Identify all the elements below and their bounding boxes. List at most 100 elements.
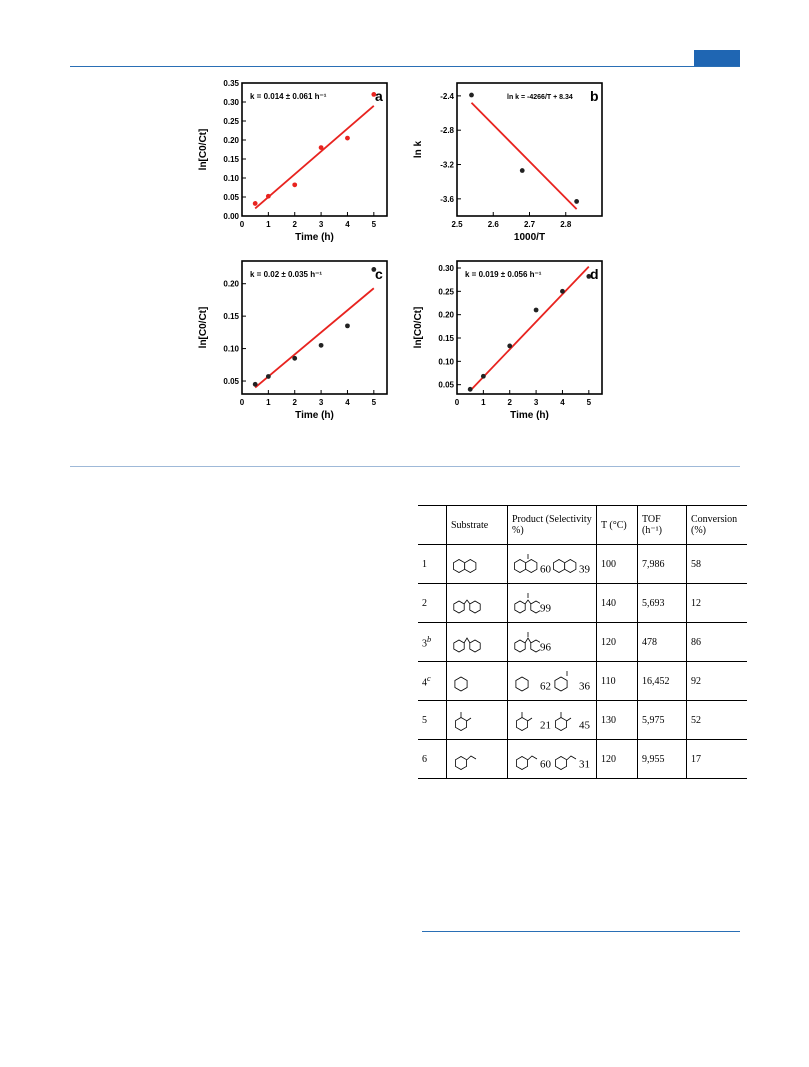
product-cell: 96: [507, 622, 597, 662]
x-tick-label: 5: [587, 398, 592, 407]
header-rule: [70, 66, 740, 67]
entry-cell: 5: [418, 700, 447, 740]
x-tick-label: 2.8: [560, 220, 572, 229]
x-tick-label: 4: [345, 220, 350, 229]
substrate-cell: [446, 661, 508, 701]
entry-number: 6: [422, 753, 427, 765]
panel-letter: c: [375, 266, 383, 282]
x-tick-label: 4: [560, 398, 565, 407]
plot-svg: 0 1 2 3 4 5 0.00 0.05 0.10 0.15 0.20 0.25 0.30 0.35 k …: [198, 79, 388, 243]
selectivity-value: 62: [540, 680, 551, 693]
fit-equation: k = 0.02 ± 0.035 h⁻¹: [250, 270, 322, 279]
x-tick-label: 0: [455, 398, 460, 407]
fit-line: [470, 102, 578, 210]
entry-number: 5: [422, 714, 427, 726]
x-tick-label: 1: [266, 398, 271, 407]
plot-panel-c: 0 1 2 3 4 5 0.05 0.10 0.15 0.20 k = 0.02 ± 0.035 h…: [190, 253, 400, 436]
plot-svg: 0 1 2 3 4 5 0.05 0.10 0.15 0.20 0.25 0.30 k = 0.019 …: [413, 260, 603, 421]
temperature-cell: 100: [596, 544, 638, 584]
y-tick-label: 0.20: [223, 136, 239, 145]
header-accent-tab: [694, 50, 740, 66]
data-point: [292, 355, 298, 361]
table-row: 6 60 31 120 9,955 17: [418, 739, 747, 779]
conversion-cell: 12: [686, 583, 747, 623]
cyclohexene-icon: [454, 676, 468, 692]
x-axis-label: Time (h): [295, 410, 334, 421]
selectivity-value: 60: [540, 563, 551, 576]
data-point: [507, 343, 513, 349]
substrate-cell: [446, 583, 508, 623]
y-axis-label: ln[C0/Ct]: [198, 307, 209, 349]
fluorenone-icon: [514, 632, 540, 653]
product-cell: 21 45: [507, 700, 597, 740]
data-point: [265, 193, 271, 199]
diphenylmethane-icon: [453, 599, 481, 614]
y-axis-label: ln k: [413, 140, 424, 158]
plot-frame: [456, 260, 603, 395]
data-point: [574, 199, 580, 204]
conversion-cell: 52: [686, 700, 747, 740]
fit-equation: k = 0.019 ± 0.056 h⁻¹: [465, 270, 542, 279]
data-point: [318, 145, 324, 150]
plot-frame: [241, 82, 388, 217]
entry-number: 2: [422, 597, 427, 609]
x-tick-label: 1: [481, 398, 486, 407]
data-point: [480, 373, 486, 379]
footer-rule: [422, 931, 740, 932]
data-point: [371, 267, 377, 272]
tof-cell: 5,693: [637, 583, 687, 623]
plot-panel-a: 0 1 2 3 4 5 0.00 0.05 0.10 0.15 0.20 0.25 0.30 0.35 k …: [190, 75, 400, 258]
x-tick-label: 3: [319, 220, 324, 229]
data-point: [265, 374, 271, 379]
plot-panel-d: 0 1 2 3 4 5 0.05 0.10 0.15 0.20 0.25 0.30 k = 0.019 …: [405, 253, 615, 436]
plot-svg: 0 1 2 3 4 5 0.05 0.10 0.15 0.20 k = 0.02 ± 0.035 h…: [198, 260, 388, 421]
col-tof: TOF (h⁻¹): [637, 505, 687, 545]
col-substrate: Substrate: [446, 505, 508, 545]
substrate-cell: [446, 700, 508, 740]
entry-number: 1: [422, 558, 427, 570]
cyclohexenol-icon: [515, 676, 529, 692]
entry-footnote: b: [427, 634, 432, 644]
temperature-cell: 110: [596, 661, 638, 701]
panel-letter: a: [375, 88, 383, 104]
y-tick-label: -3.6: [440, 195, 454, 204]
col-entry: [418, 505, 447, 545]
data-point: [560, 288, 565, 294]
temperature-cell: 120: [596, 622, 638, 662]
figure-separator: [70, 466, 740, 467]
fit-equation: k = 0.014 ± 0.061 h⁻¹: [250, 92, 327, 101]
table-row: 3b 96 120 478 86: [418, 622, 747, 662]
y-tick-label: 0.20: [223, 280, 239, 289]
y-tick-label: 0.05: [223, 377, 239, 386]
tof-cell: 9,955: [637, 739, 687, 779]
y-tick-label: 0.05: [438, 381, 454, 390]
y-tick-label: 0.00: [223, 212, 239, 221]
substrate-cell: [446, 622, 508, 662]
entry-cell: 3b: [418, 622, 447, 662]
fit-line: [254, 287, 375, 389]
entry-number: 4: [422, 677, 427, 689]
substrate-table: Substrate Product (Selectivity %) T (°C)…: [418, 505, 747, 779]
y-tick-label: 0.25: [438, 287, 454, 296]
x-tick-label: 2: [293, 398, 298, 407]
y-tick-label: 0.10: [438, 357, 454, 366]
x-tick-label: 5: [372, 220, 377, 229]
tetralol-icon: [553, 559, 577, 573]
selectivity-value: 45: [579, 719, 590, 732]
data-point: [519, 168, 525, 173]
product-cell: 62 36: [507, 661, 597, 701]
conversion-cell: 17: [686, 739, 747, 779]
temperature-cell: 120: [596, 739, 638, 779]
plot-frame: [456, 82, 603, 217]
data-point: [345, 135, 350, 141]
product-cell: 60 39: [507, 544, 597, 584]
conversion-cell: 86: [686, 622, 747, 662]
selectivity-value: 99: [540, 602, 551, 615]
y-axis-label: ln[C0/Ct]: [198, 129, 209, 171]
tof-cell: 5,975: [637, 700, 687, 740]
substrate-cell: [446, 739, 508, 779]
y-tick-label: -2.4: [440, 92, 454, 101]
data-point: [318, 342, 324, 348]
data-point: [252, 381, 258, 387]
table-header-row: Substrate Product (Selectivity %) T (°C)…: [418, 505, 747, 545]
